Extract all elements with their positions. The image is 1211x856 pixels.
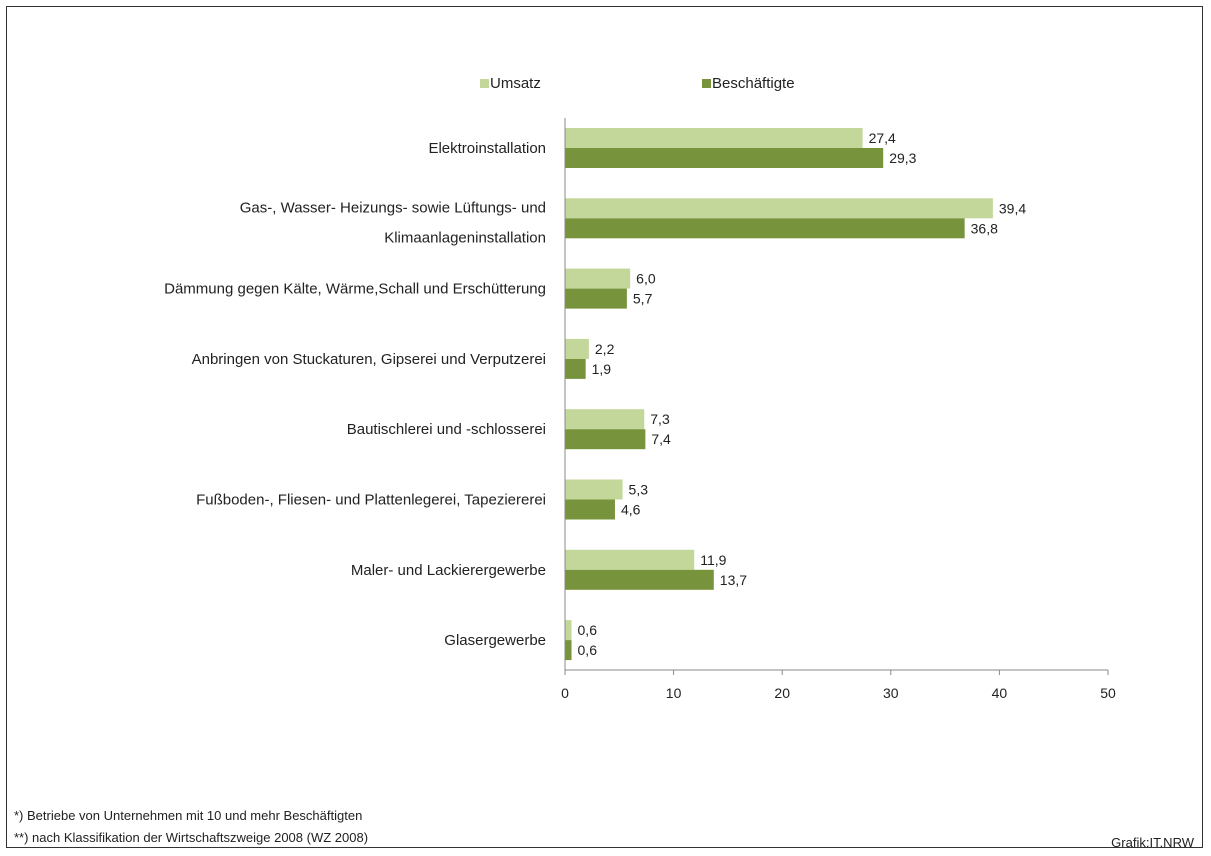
category-label-1: Gas-, Wasser- Heizungs- sowie Lüftungs- …	[240, 199, 546, 246]
value-label-beschaeftigte-3: 1,9	[592, 361, 612, 377]
bar-umsatz-3	[565, 338, 589, 359]
bar-beschaeftigte-6	[565, 569, 714, 590]
category-label-0: Elektroinstallation	[428, 140, 546, 157]
value-label-beschaeftigte-5: 4,6	[621, 502, 641, 518]
bar-beschaeftigte-4	[565, 429, 646, 450]
value-label-beschaeftigte-1: 36,8	[971, 220, 998, 236]
value-label-umsatz-4: 7,3	[650, 411, 670, 427]
x-tick-label-5: 50	[1100, 685, 1116, 701]
legend: Umsatz Beschäftigte	[480, 75, 795, 92]
value-label-beschaeftigte-4: 7,4	[651, 431, 671, 447]
legend-swatch-0	[480, 79, 489, 88]
value-label-umsatz-6: 11,9	[700, 552, 726, 568]
value-label-umsatz-1: 39,4	[999, 200, 1026, 216]
x-tick-label-1: 10	[666, 685, 682, 701]
bar-beschaeftigte-1	[565, 218, 965, 239]
bar-beschaeftigte-2	[565, 288, 627, 309]
legend-label-1: Beschäftigte	[712, 75, 795, 92]
x-tick-label-0: 0	[561, 685, 569, 701]
bar-beschaeftigte-5	[565, 499, 615, 520]
x-axis: 0 10 20 30 40 50	[561, 118, 1116, 701]
value-label-umsatz-5: 5,3	[629, 482, 649, 498]
category-label-2: Dämmung gegen Kälte, Wärme,Schall und Er…	[164, 281, 546, 298]
x-tick-label-3: 30	[883, 685, 899, 701]
value-label-umsatz-2: 6,0	[636, 271, 656, 287]
bar-umsatz-0	[565, 128, 863, 148]
bars	[565, 128, 993, 661]
bar-umsatz-4	[565, 409, 645, 430]
bar-umsatz-5	[565, 479, 623, 500]
bar-umsatz-6	[565, 549, 695, 570]
value-labels: 27,4 29,3 39,436,8 6,0 5,7 2,2 1,9 7,3 7,4 5,3 4,6…	[578, 130, 1027, 658]
category-label-7: Glasergewerbe	[444, 632, 546, 649]
x-tick-label-2: 20	[774, 685, 790, 701]
value-label-beschaeftigte-7: 0,6	[578, 642, 598, 658]
legend-swatch-1	[702, 79, 711, 88]
bar-umsatz-7	[565, 620, 572, 641]
value-label-umsatz-7: 0,6	[578, 622, 598, 638]
category-label-3: Anbringen von Stuckaturen, Gipserei und …	[192, 351, 546, 368]
x-tick-label-4: 40	[992, 685, 1008, 701]
category-labels: Elektroinstallation Gas-, Wasser- Heizung…	[164, 140, 546, 649]
bar-umsatz-1	[565, 198, 993, 219]
credit-label: Grafik:IT.NRW	[1111, 835, 1194, 850]
footnote-1: *) Betriebe von Unternehmen mit 10 und m…	[14, 808, 363, 823]
value-label-umsatz-3: 2,2	[595, 341, 615, 357]
bar-beschaeftigte-3	[565, 358, 586, 379]
bar-umsatz-2	[565, 268, 631, 289]
footnote-2: **) nach Klassifikation der Wirtschaftsz…	[14, 830, 369, 845]
value-label-beschaeftigte-2: 5,7	[633, 291, 653, 307]
value-label-beschaeftigte-6: 13,7	[720, 572, 747, 588]
bar-beschaeftigte-7	[565, 640, 572, 661]
bar-beschaeftigte-0	[565, 148, 884, 168]
category-label-4: Bautischlerei und -schlosserei	[347, 421, 546, 438]
legend-label-0: Umsatz	[490, 75, 541, 92]
category-label-6: Maler- und Lackierergewerbe	[351, 562, 546, 579]
value-label-umsatz-0: 27,4	[869, 130, 896, 146]
value-label-beschaeftigte-0: 29,3	[889, 150, 916, 166]
category-label-5: Fußboden-, Fliesen- und Plattenlegerei, …	[196, 492, 546, 509]
